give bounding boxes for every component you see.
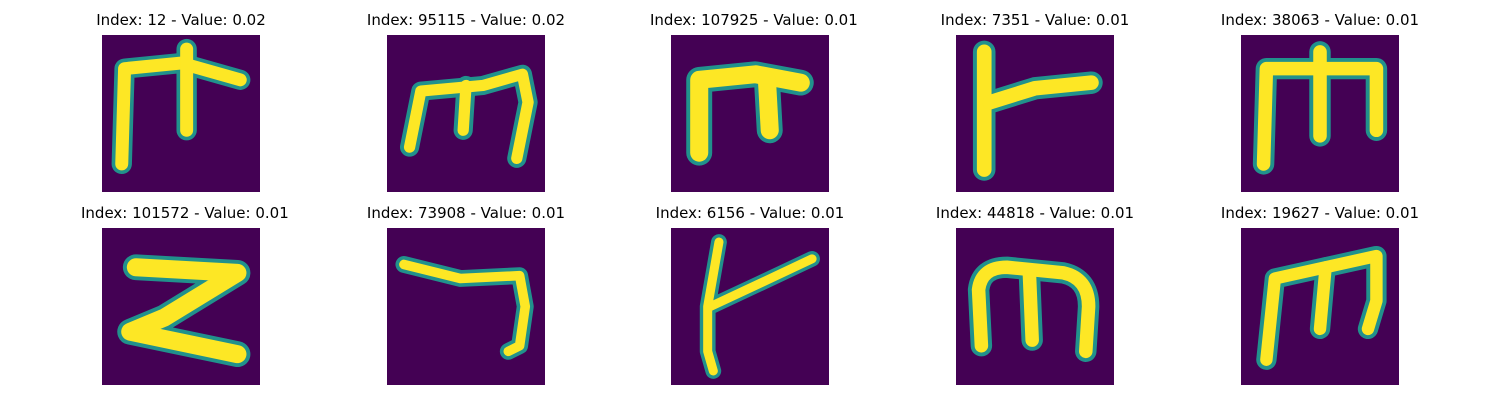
grid-panel-1: Index: 12 - Value: 0.02 [81,11,281,192]
grid-panel-7: Index: 73908 - Value: 0.01 [366,204,566,385]
grid-panel-4: Index: 7351 - Value: 0.01 [935,11,1135,192]
grid-panel-10: Index: 19627 - Value: 0.01 [1220,204,1420,385]
glyph-image-m-short-thick [671,35,829,192]
panel-title: Index: 107925 - Value: 0.01 [650,11,858,29]
panel-title: Index: 6156 - Value: 0.01 [655,204,845,222]
panel-title: Index: 19627 - Value: 0.01 [1220,204,1420,222]
panel-title: Index: 7351 - Value: 0.01 [940,11,1130,29]
glyph-image-m-three-legs [387,35,545,192]
panel-title: Index: 44818 - Value: 0.01 [935,204,1135,222]
glyph-image-slanted-y [671,228,829,385]
grid-panel-9: Index: 44818 - Value: 0.01 [935,204,1135,385]
panel-title: Index: 12 - Value: 0.02 [96,11,266,29]
glyph-image-m-tall-left-arm [102,35,260,192]
glyph-image-z-shape [102,228,260,385]
grid-panel-6: Index: 101572 - Value: 0.01 [81,204,289,385]
grid-panel-3: Index: 107925 - Value: 0.01 [650,11,858,192]
glyph-image-hook-right [387,228,545,385]
glyph-image-vertical-with-right-arm [956,35,1114,192]
panel-title: Index: 38063 - Value: 0.01 [1220,11,1420,29]
grid-panel-8: Index: 6156 - Value: 0.01 [650,204,850,385]
panel-title: Index: 101572 - Value: 0.01 [81,204,289,222]
glyph-image-m-rounded [956,228,1114,385]
glyph-image-m-slanted [1241,228,1399,385]
grid-panel-2: Index: 95115 - Value: 0.02 [366,11,566,192]
grid-panel-5: Index: 38063 - Value: 0.01 [1220,11,1420,192]
glyph-image-m-three-legs-wide [1241,35,1399,192]
panel-title: Index: 73908 - Value: 0.01 [366,204,566,222]
panel-title: Index: 95115 - Value: 0.02 [366,11,566,29]
